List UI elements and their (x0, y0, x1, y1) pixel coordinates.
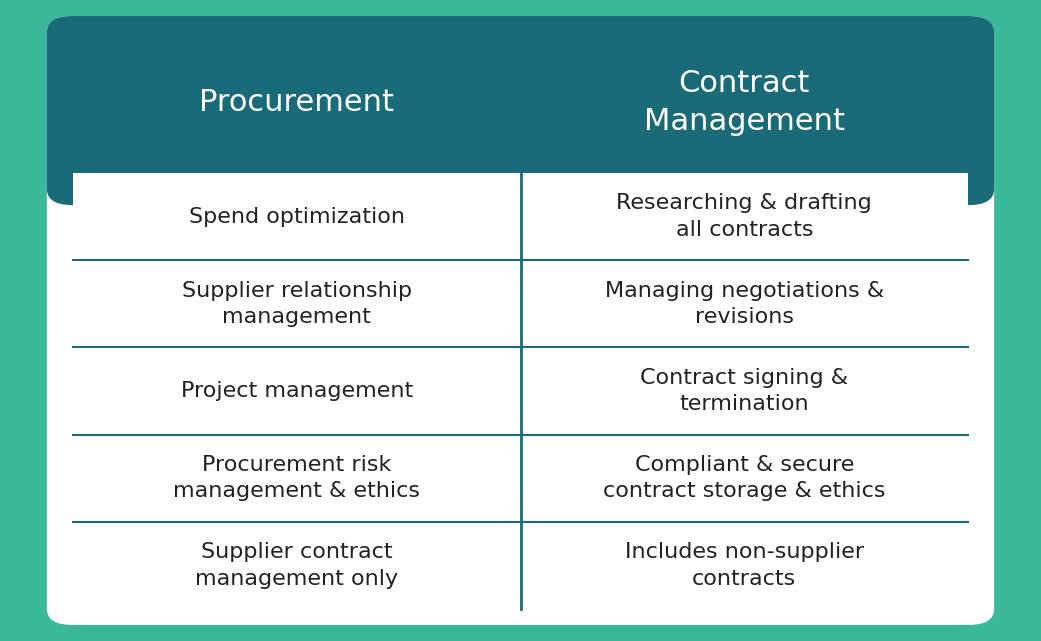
Text: Compliant & secure
contract storage & ethics: Compliant & secure contract storage & et… (603, 455, 886, 501)
Text: Procurement: Procurement (199, 88, 395, 117)
Text: Supplier relationship
management: Supplier relationship management (181, 281, 412, 327)
Text: Includes non-supplier
contracts: Includes non-supplier contracts (625, 542, 864, 588)
FancyBboxPatch shape (47, 16, 994, 205)
FancyBboxPatch shape (47, 16, 994, 625)
Bar (73, 173, 99, 593)
Text: Researching & drafting
all contracts: Researching & drafting all contracts (616, 194, 872, 240)
Bar (942, 173, 968, 593)
Text: Managing negotiations &
revisions: Managing negotiations & revisions (605, 281, 884, 327)
Text: Contract signing &
termination: Contract signing & termination (640, 368, 848, 414)
Text: Supplier contract
management only: Supplier contract management only (195, 542, 399, 588)
Text: Project management: Project management (180, 381, 413, 401)
Text: Procurement risk
management & ethics: Procurement risk management & ethics (173, 455, 421, 501)
Text: Contract
Management: Contract Management (643, 69, 845, 136)
Bar (73, 157, 968, 189)
Bar (99, 173, 942, 609)
Text: Spend optimization: Spend optimization (188, 206, 405, 227)
